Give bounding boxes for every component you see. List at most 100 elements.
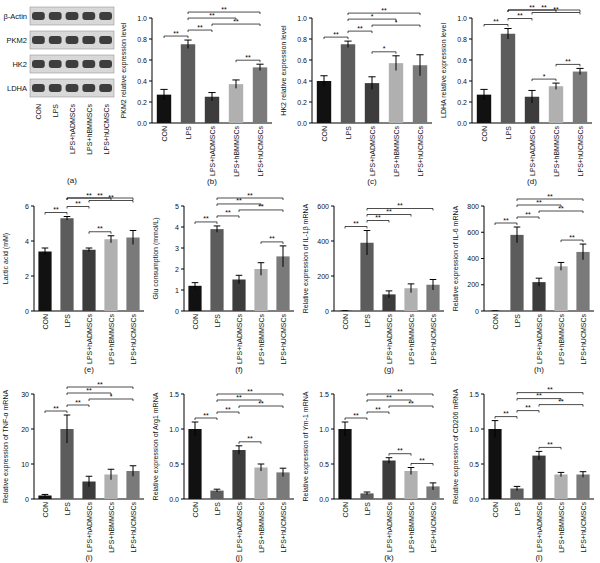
error-stem [411, 284, 412, 293]
error-bar [416, 55, 423, 76]
significance-label: ** [75, 399, 81, 406]
bar-chart: 0200400600800Relative expression of IL-6… [452, 193, 594, 375]
y-tick [331, 394, 334, 395]
error-bar [130, 466, 137, 477]
x-tick-label: LPS+hUCMSCs [580, 502, 587, 553]
error-bar [236, 446, 243, 454]
error-stem [561, 262, 562, 270]
bar [488, 310, 501, 311]
error-stem [433, 483, 434, 490]
significance-label: ** [269, 235, 275, 242]
y-tick [469, 81, 472, 82]
y-axis [152, 18, 153, 123]
significance-label: ** [547, 441, 553, 448]
significance-label: ** [53, 405, 59, 412]
error-stem [345, 422, 346, 436]
error-cap [214, 225, 221, 226]
bar [181, 44, 195, 123]
error-stem [556, 83, 557, 89]
blot-band [99, 36, 112, 44]
y-axis [472, 18, 473, 123]
significance-label: ** [525, 211, 531, 218]
bar [576, 252, 589, 311]
error-cap [86, 248, 93, 249]
y-tick-label: 1.5 [169, 391, 179, 398]
bar [338, 429, 351, 499]
y-axis-label: Relative expression of IL-6 mRNA [452, 205, 460, 311]
y-tick [469, 123, 472, 124]
error-bar [42, 248, 49, 255]
bar-chart: 0.00.51.01.5Relative expression of CD206… [452, 386, 594, 562]
x-tick-label: LPS [64, 314, 71, 328]
x-tick-label: LPS+hBMMSCs [558, 314, 565, 365]
error-stem [539, 451, 540, 459]
significance-label: ** [221, 6, 227, 13]
error-cap [184, 40, 191, 41]
blot-band [82, 84, 95, 92]
significance-label: ** [517, 12, 523, 19]
error-bar [108, 469, 115, 480]
error-bar [42, 494, 49, 496]
y-tick [181, 311, 184, 312]
blot-row-label: PKM2 [7, 36, 27, 45]
error-bar [386, 458, 393, 464]
blot-band [99, 60, 112, 68]
error-bar [558, 472, 565, 476]
significance-label: ** [397, 202, 403, 209]
y-tick [181, 290, 184, 291]
x-tick-label: CON [342, 502, 349, 518]
error-cap [408, 283, 415, 284]
bar [501, 34, 515, 123]
significance-label: ** [397, 447, 403, 454]
error-cap [42, 248, 49, 249]
error-stem [89, 476, 90, 487]
blot-band [82, 60, 95, 68]
blot-band [32, 84, 45, 92]
significance-label: ** [173, 30, 179, 37]
error-bar [214, 226, 221, 232]
y-tick-label: 0 [25, 308, 29, 315]
y-tick-label: 4 [175, 224, 179, 231]
x-tick-label: LPS+hUCMSCs [417, 126, 424, 177]
error-bar [184, 40, 191, 48]
panel-label: (g) [384, 365, 394, 374]
error-cap [86, 476, 93, 477]
bar [554, 475, 567, 500]
significance-label: ** [86, 387, 92, 394]
x-tick-label: CON [192, 314, 199, 330]
x-tick-label: LPS+hBMMSCs [408, 314, 415, 365]
error-cap [192, 282, 199, 283]
y-tick-label: 0.2 [137, 99, 147, 106]
error-stem [484, 89, 485, 100]
y-tick-label: 200 [317, 273, 329, 280]
error-cap [514, 486, 521, 487]
bar [341, 44, 355, 123]
y-tick [309, 123, 312, 124]
y-tick-label: 0.2 [297, 99, 307, 106]
error-cap [256, 64, 263, 65]
y-tick [481, 499, 484, 500]
y-tick [309, 81, 312, 82]
error-bar [64, 217, 71, 221]
y-tick [481, 284, 484, 285]
significance-label: ** [357, 25, 363, 32]
panel-label: (l) [535, 553, 542, 562]
significance-label: ** [247, 388, 253, 395]
error-stem [411, 468, 412, 475]
error-stem [164, 89, 165, 100]
significance-label: ** [247, 435, 253, 442]
y-tick-label: 0 [475, 308, 479, 315]
y-axis-label: LDHA relative expression level [440, 23, 448, 118]
y-tick-label: 1.0 [169, 426, 179, 433]
marks [188, 422, 289, 499]
blot-band [32, 36, 45, 44]
x-tick-label: CON [492, 314, 499, 330]
error-bar [430, 280, 437, 291]
x-tick-label: LPS+hBMMSCs [558, 502, 565, 553]
x-tick-label: LPS [364, 502, 371, 516]
y-tick-label: 0.5 [469, 461, 479, 468]
error-cap [364, 492, 371, 493]
bar [317, 81, 331, 123]
significance-label: ** [547, 386, 553, 393]
panel-label: (a) [67, 176, 77, 185]
